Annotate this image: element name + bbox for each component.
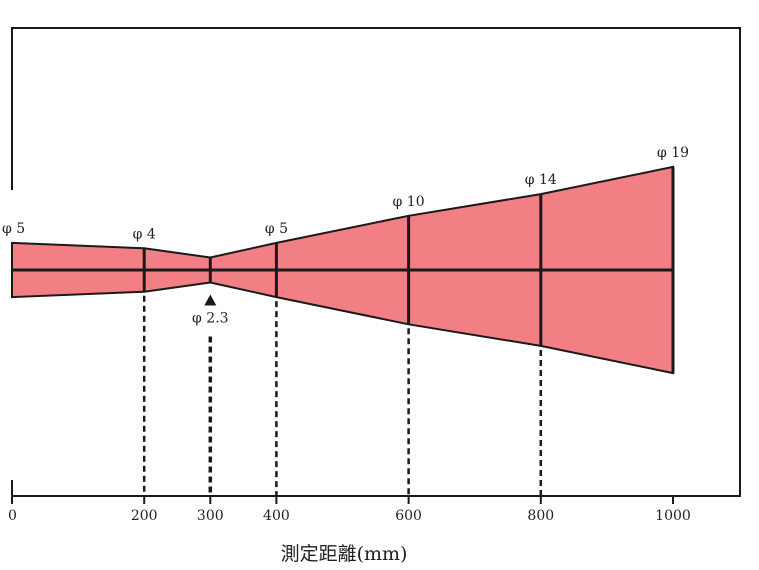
beam-area (11, 165, 675, 375)
x-axis-label: 測定距離(mm) (281, 543, 408, 565)
x-tick-label: 1000 (655, 508, 691, 524)
diameter-label: φ 5 (2, 221, 25, 237)
x-tick-label: 0 (8, 508, 17, 524)
distance-guides (142, 295, 543, 496)
x-tick-label: 200 (131, 508, 158, 524)
diameter-label: φ 5 (265, 221, 288, 237)
diameter-label: φ 14 (525, 172, 557, 188)
diameter-label: φ 10 (393, 194, 425, 210)
diameter-label: φ 4 (133, 226, 156, 242)
triangle-up-icon (204, 294, 217, 306)
x-tick-label: 800 (527, 508, 554, 524)
x-axis-ticks: 0 200 300 400 600 800 1000 (8, 496, 691, 524)
diagram-frame (11, 27, 741, 497)
x-tick-label: 600 (395, 508, 422, 524)
x-tick-label: 300 (197, 508, 224, 524)
diameter-labels: φ 5 φ 4 φ 2.3 φ 5 φ 10 φ 14 φ 19 (2, 145, 689, 327)
x-tick-label: 400 (263, 508, 290, 524)
diameter-label: φ 2.3 (192, 310, 229, 326)
diameter-label: φ 19 (657, 145, 689, 161)
